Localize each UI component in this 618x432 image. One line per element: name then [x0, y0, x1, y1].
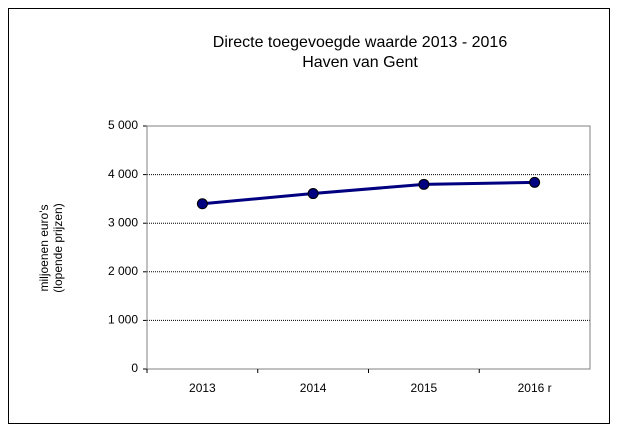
y-axis-label-line: (lopende prijzen) — [51, 203, 65, 292]
marker — [196, 198, 208, 210]
x-tick-label: 2013 — [189, 381, 216, 395]
y-tick-label: 3 000 — [108, 215, 138, 229]
chart-border — [8, 8, 610, 424]
y-axis-label-line: miljoenen euro's — [37, 204, 51, 291]
marker — [418, 178, 430, 190]
marker — [307, 188, 319, 200]
x-tick-label: 2015 — [411, 381, 438, 395]
x-tick-label: 2016 r — [518, 381, 552, 395]
y-tick-label: 0 — [131, 361, 138, 375]
y-tick-label: 1 000 — [108, 313, 138, 327]
y-axis-label: miljoenen euro's (lopende prijzen) — [37, 203, 65, 292]
x-tick-label: 2014 — [300, 381, 327, 395]
chart-subtitle: Haven van Gent — [302, 54, 418, 71]
y-tick-label: 5 000 — [108, 118, 138, 132]
marker — [529, 176, 541, 188]
y-tick-label: 4 000 — [108, 167, 138, 181]
chart-title: Directe toegevoegde waarde 2013 - 2016 — [213, 34, 508, 51]
y-tick-label: 2 000 — [108, 264, 138, 278]
line — [202, 180, 535, 206]
